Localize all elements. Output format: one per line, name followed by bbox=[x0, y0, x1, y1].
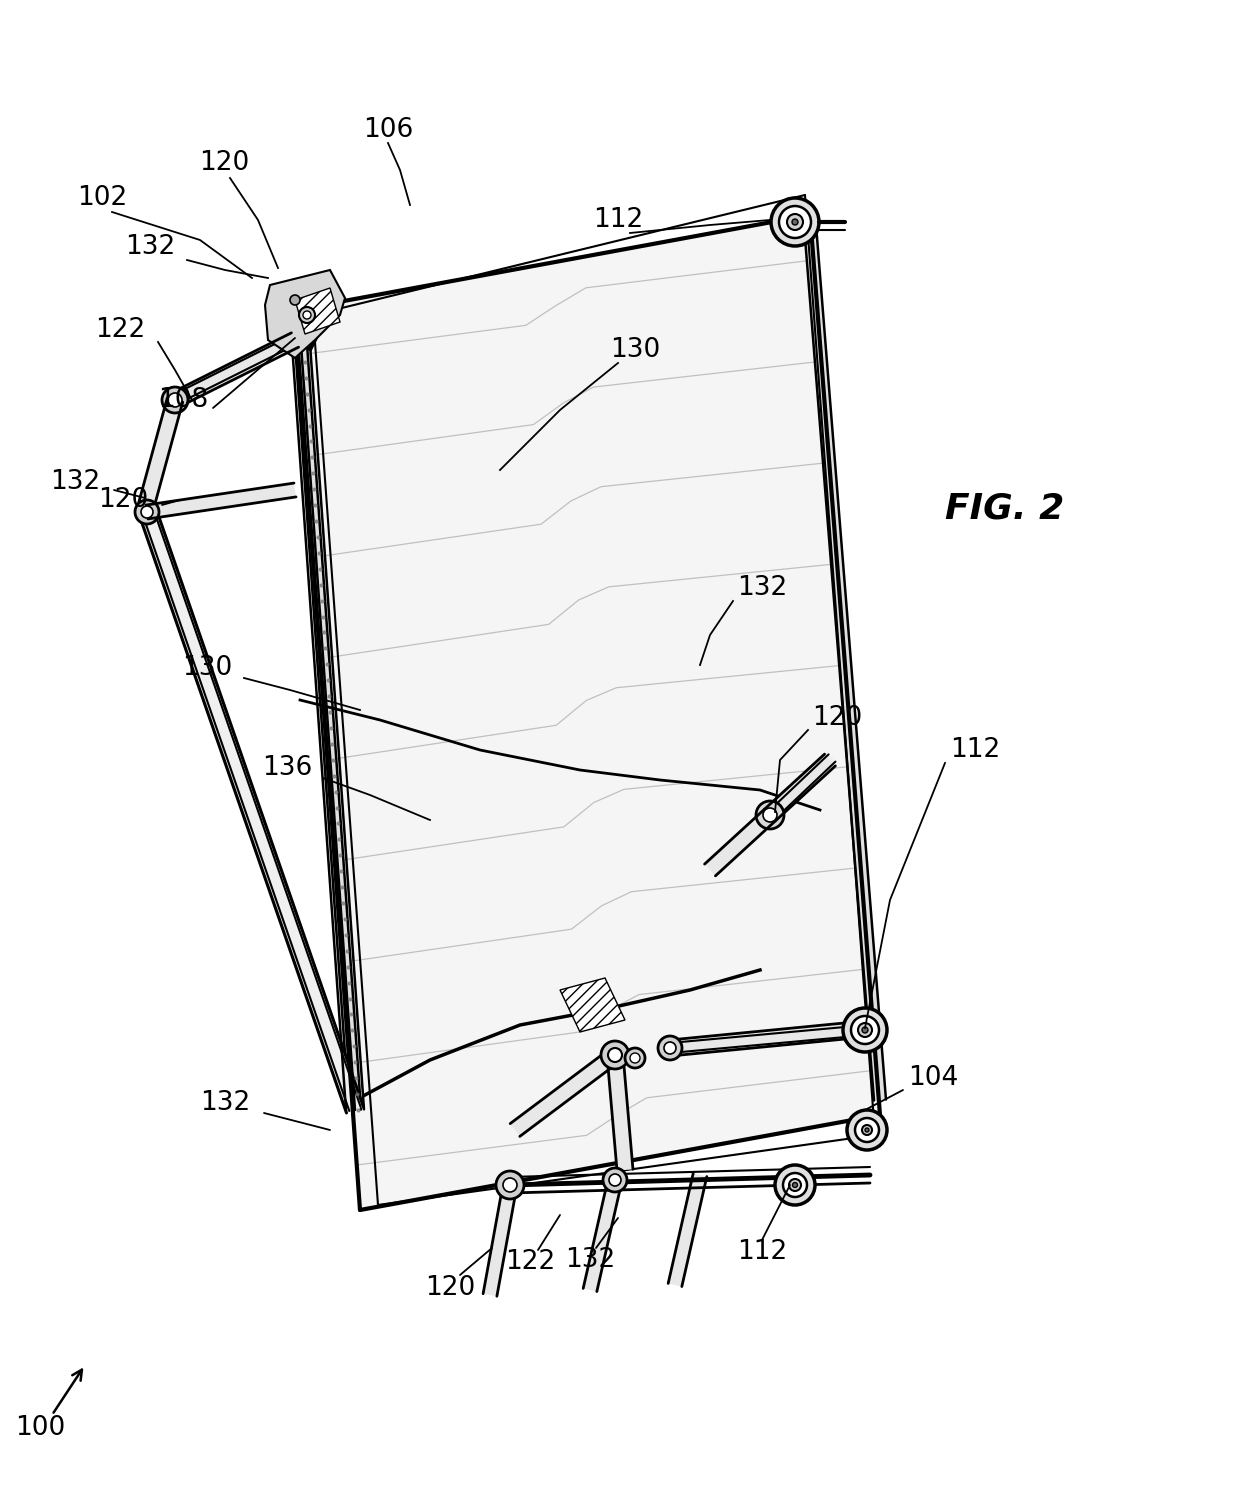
Polygon shape bbox=[583, 1179, 621, 1292]
Polygon shape bbox=[295, 288, 340, 334]
Polygon shape bbox=[138, 398, 182, 512]
Text: 100: 100 bbox=[15, 1416, 66, 1441]
Text: 112: 112 bbox=[593, 206, 644, 233]
Circle shape bbox=[625, 1048, 645, 1068]
Circle shape bbox=[862, 1125, 872, 1136]
Text: 120: 120 bbox=[98, 486, 148, 514]
Circle shape bbox=[792, 1182, 797, 1188]
Circle shape bbox=[663, 1042, 676, 1054]
Text: 120: 120 bbox=[198, 151, 249, 176]
Circle shape bbox=[135, 500, 159, 524]
Circle shape bbox=[779, 206, 811, 238]
Circle shape bbox=[503, 1178, 517, 1193]
Circle shape bbox=[847, 1110, 887, 1151]
Polygon shape bbox=[295, 215, 880, 1209]
Polygon shape bbox=[704, 809, 775, 876]
Text: 130: 130 bbox=[610, 337, 660, 363]
Circle shape bbox=[787, 214, 804, 230]
Circle shape bbox=[608, 1048, 622, 1062]
Circle shape bbox=[162, 387, 188, 413]
Text: 104: 104 bbox=[908, 1065, 959, 1090]
Text: 130: 130 bbox=[182, 655, 232, 681]
Circle shape bbox=[303, 312, 311, 319]
Polygon shape bbox=[560, 977, 625, 1032]
Text: 112: 112 bbox=[737, 1239, 787, 1265]
Polygon shape bbox=[265, 270, 345, 358]
Polygon shape bbox=[668, 1173, 707, 1286]
Circle shape bbox=[782, 1173, 807, 1197]
Text: 132: 132 bbox=[125, 233, 175, 261]
Polygon shape bbox=[670, 1026, 857, 1053]
Circle shape bbox=[763, 809, 777, 822]
Circle shape bbox=[775, 1166, 815, 1205]
Polygon shape bbox=[608, 1054, 632, 1170]
Circle shape bbox=[609, 1175, 621, 1187]
Text: 132: 132 bbox=[200, 1090, 250, 1116]
Text: 112: 112 bbox=[950, 736, 1001, 764]
Circle shape bbox=[603, 1169, 627, 1193]
Circle shape bbox=[792, 218, 799, 224]
Circle shape bbox=[601, 1041, 629, 1069]
Polygon shape bbox=[139, 508, 363, 1113]
Circle shape bbox=[496, 1172, 525, 1199]
Polygon shape bbox=[484, 1184, 517, 1297]
Circle shape bbox=[290, 295, 300, 306]
Circle shape bbox=[167, 393, 182, 407]
Polygon shape bbox=[176, 333, 300, 402]
Polygon shape bbox=[171, 333, 299, 407]
Polygon shape bbox=[765, 755, 836, 821]
Text: 122: 122 bbox=[94, 316, 145, 343]
Polygon shape bbox=[670, 1023, 856, 1056]
Circle shape bbox=[771, 197, 818, 245]
Text: FIG. 2: FIG. 2 bbox=[945, 491, 1065, 526]
Circle shape bbox=[858, 1023, 872, 1038]
Text: 132: 132 bbox=[565, 1247, 615, 1273]
Text: 106: 106 bbox=[363, 117, 413, 143]
Circle shape bbox=[851, 1017, 879, 1044]
Circle shape bbox=[843, 1008, 887, 1053]
Text: 120: 120 bbox=[812, 705, 862, 730]
Circle shape bbox=[862, 1027, 868, 1033]
Circle shape bbox=[789, 1179, 801, 1191]
Circle shape bbox=[856, 1117, 879, 1142]
Circle shape bbox=[299, 307, 315, 322]
Text: 132: 132 bbox=[50, 468, 100, 495]
Circle shape bbox=[630, 1053, 640, 1063]
Polygon shape bbox=[769, 755, 836, 819]
Text: 132: 132 bbox=[737, 575, 787, 601]
Polygon shape bbox=[294, 330, 361, 1110]
Circle shape bbox=[866, 1128, 869, 1133]
Polygon shape bbox=[146, 483, 296, 520]
Text: 102: 102 bbox=[77, 185, 128, 211]
Text: 122: 122 bbox=[505, 1248, 556, 1276]
Text: 136: 136 bbox=[262, 755, 312, 782]
Circle shape bbox=[141, 506, 153, 518]
Circle shape bbox=[658, 1036, 682, 1060]
Text: 108: 108 bbox=[157, 387, 208, 413]
Polygon shape bbox=[804, 224, 887, 1101]
Polygon shape bbox=[510, 1048, 620, 1137]
Text: 120: 120 bbox=[425, 1276, 475, 1301]
Circle shape bbox=[756, 801, 784, 828]
Polygon shape bbox=[141, 508, 361, 1111]
